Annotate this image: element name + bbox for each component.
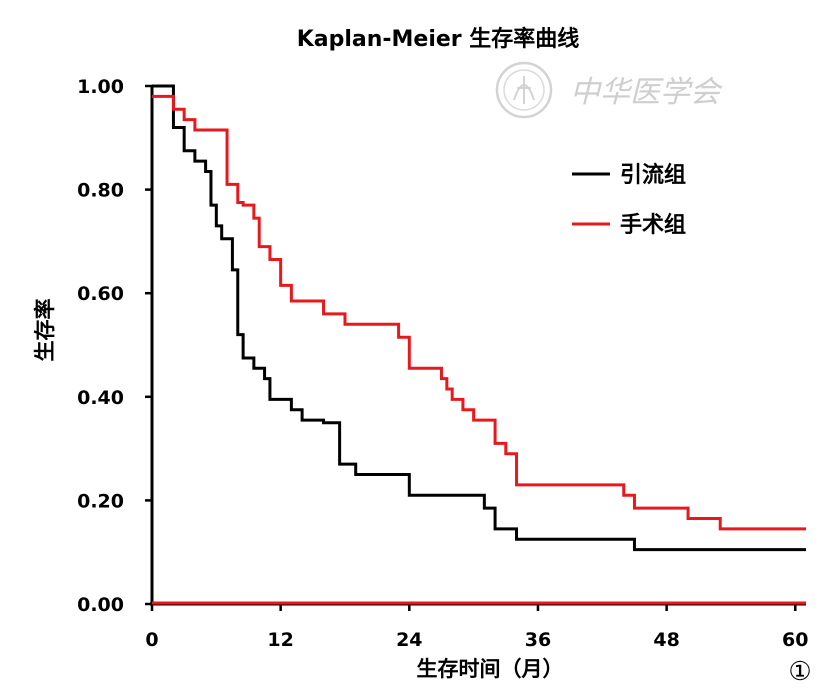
y-tick-label: 0.00 bbox=[77, 594, 124, 616]
x-tick-label: 36 bbox=[525, 629, 551, 651]
axes bbox=[150, 86, 806, 606]
x-axis-title: 生存时间（月） bbox=[417, 657, 564, 681]
chart-title: Kaplan-Meier 生存率曲线 bbox=[297, 26, 580, 52]
x-tick-label: 60 bbox=[782, 629, 808, 651]
y-tick-label: 1.00 bbox=[77, 76, 124, 98]
y-tick-label: 0.20 bbox=[77, 490, 124, 512]
watermark-seal bbox=[495, 61, 553, 119]
y-ticks: 0.00 0.20 0.40 0.60 0.80 1.00 bbox=[77, 76, 152, 616]
x-tick-label: 48 bbox=[653, 629, 679, 651]
series-line-0 bbox=[152, 84, 806, 552]
watermark: 中华医学会 bbox=[495, 61, 723, 119]
series-layer bbox=[152, 84, 806, 605]
figure-number: ① bbox=[788, 657, 811, 687]
y-axis-title: 生存率 bbox=[33, 299, 57, 362]
watermark-text: 中华医学会 bbox=[570, 75, 723, 110]
legend-label-0: 引流组 bbox=[620, 162, 686, 188]
x-tick-label: 24 bbox=[396, 629, 422, 651]
y-tick-label: 0.40 bbox=[77, 387, 124, 409]
x-ticks: 0 12 24 36 48 60 bbox=[145, 604, 809, 651]
x-tick-label: 0 bbox=[145, 629, 158, 651]
y-tick-label: 0.80 bbox=[77, 180, 124, 202]
x-tick-label: 12 bbox=[267, 629, 293, 651]
y-tick-label: 0.60 bbox=[77, 283, 124, 305]
legend-label-1: 手术组 bbox=[620, 212, 686, 238]
series-line-1 bbox=[152, 94, 806, 531]
